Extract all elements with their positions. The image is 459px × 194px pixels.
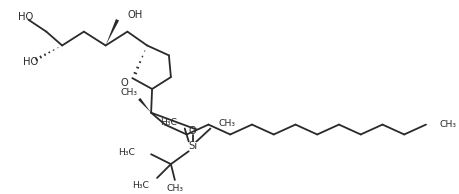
Text: HO: HO bbox=[17, 12, 33, 22]
Text: H₃C: H₃C bbox=[118, 148, 135, 157]
Text: CH₃: CH₃ bbox=[439, 120, 456, 129]
Text: OH: OH bbox=[127, 10, 142, 20]
Text: HO: HO bbox=[22, 57, 38, 67]
Text: O: O bbox=[188, 126, 196, 137]
Text: CH₃: CH₃ bbox=[166, 184, 183, 193]
Polygon shape bbox=[106, 19, 119, 45]
Text: Si: Si bbox=[188, 141, 197, 151]
Text: CH₃: CH₃ bbox=[121, 88, 138, 97]
Text: H₃C: H₃C bbox=[132, 181, 149, 190]
Text: CH₃: CH₃ bbox=[218, 119, 235, 128]
Text: O: O bbox=[120, 78, 128, 88]
Polygon shape bbox=[138, 98, 151, 113]
Text: H₃C: H₃C bbox=[159, 118, 176, 127]
